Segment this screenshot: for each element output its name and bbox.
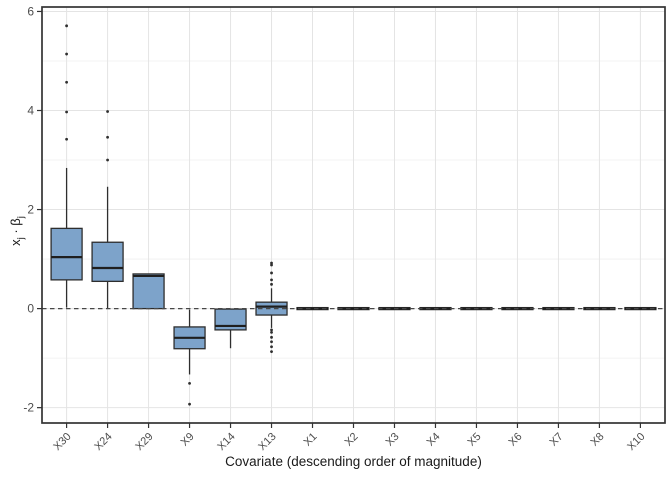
outlier-point bbox=[65, 52, 68, 56]
outlier-point bbox=[65, 80, 68, 84]
x-tick-label: X8 bbox=[589, 431, 607, 449]
box-X30 bbox=[50, 227, 83, 281]
outlier-point bbox=[106, 158, 109, 162]
outlier-point bbox=[270, 330, 273, 334]
outlier-point bbox=[270, 345, 273, 349]
x-tick-label: X10 bbox=[625, 431, 647, 453]
outlier-point bbox=[270, 335, 273, 339]
box-X24 bbox=[91, 241, 124, 283]
box-X13 bbox=[255, 301, 288, 316]
outlier-point bbox=[65, 110, 68, 114]
outlier-point bbox=[188, 381, 191, 385]
y-axis-title-cdot: · bbox=[8, 225, 23, 238]
x-tick-label: X2 bbox=[343, 431, 361, 449]
x-tick-label: X9 bbox=[179, 431, 197, 449]
x-tick-label: X7 bbox=[548, 431, 566, 449]
box-X29 bbox=[132, 273, 165, 310]
outlier-point bbox=[270, 328, 273, 332]
x-tick-label: X13 bbox=[256, 431, 278, 453]
outlier-point bbox=[188, 402, 191, 406]
x-tick-label: X6 bbox=[507, 431, 525, 449]
outlier-point bbox=[106, 110, 109, 113]
outlier-point bbox=[270, 261, 273, 265]
y-tick-label: 0 bbox=[27, 302, 34, 316]
y-tick-label: 2 bbox=[27, 203, 34, 217]
x-tick-label: X3 bbox=[384, 431, 402, 449]
y-tick-label: 4 bbox=[27, 104, 34, 118]
x-tick-label: X24 bbox=[92, 431, 114, 453]
y-axis-title-beta-sub: j bbox=[15, 216, 27, 219]
outlier-point bbox=[65, 24, 68, 28]
outlier-point bbox=[270, 271, 273, 275]
outlier-point bbox=[65, 137, 68, 141]
outlier-point bbox=[270, 282, 273, 286]
y-axis-title-var-sub: j bbox=[15, 237, 27, 240]
x-tick-label: X1 bbox=[302, 431, 320, 449]
y-tick-label: 6 bbox=[27, 4, 34, 18]
outlier-point bbox=[270, 350, 273, 354]
x-tick-label: X4 bbox=[425, 431, 443, 449]
y-tick-label: -2 bbox=[23, 401, 34, 415]
outlier-point bbox=[270, 278, 273, 282]
outlier-point bbox=[106, 135, 109, 139]
x-tick-label: X30 bbox=[51, 431, 73, 453]
x-tick-label: X5 bbox=[466, 431, 484, 449]
y-axis-title: xj · βj bbox=[8, 156, 27, 306]
y-axis-title-var: x bbox=[8, 239, 23, 246]
box-X14 bbox=[214, 308, 247, 331]
outlier-point bbox=[270, 263, 273, 267]
outlier-point bbox=[270, 340, 273, 344]
y-axis-title-beta: β bbox=[8, 218, 23, 226]
x-tick-label: X29 bbox=[133, 431, 155, 453]
x-tick-label: X14 bbox=[215, 431, 237, 453]
x-axis-title: Covariate (descending order of magnitude… bbox=[225, 454, 482, 469]
